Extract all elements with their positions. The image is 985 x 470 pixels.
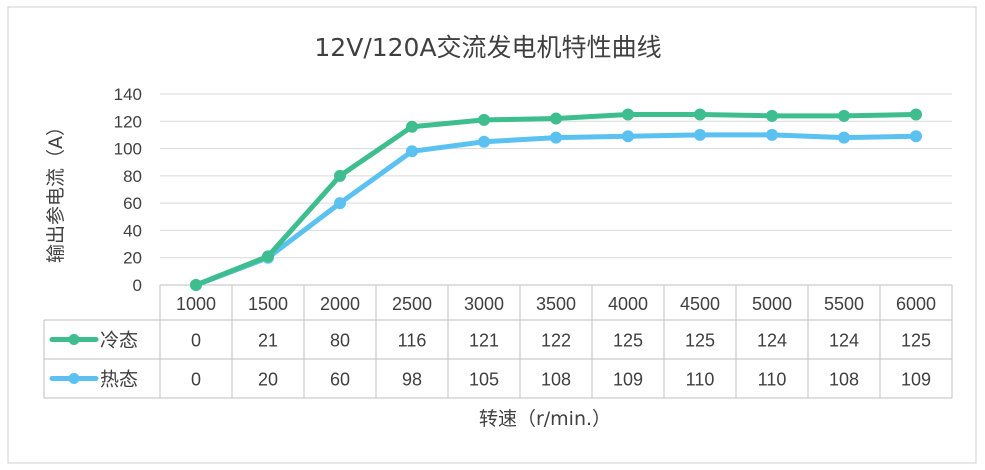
table-cell-value: 125: [685, 331, 715, 351]
data-point: [622, 108, 634, 121]
data-point: [766, 128, 778, 141]
y-tick-label: 100: [114, 140, 142, 159]
data-point: [334, 169, 346, 182]
data-point: [334, 197, 346, 210]
series-lines: [190, 108, 922, 291]
data-point: [190, 279, 202, 291]
legend-marker: [68, 334, 80, 345]
table-cell-value: 125: [901, 331, 931, 351]
x-tick-label: 1000: [176, 294, 216, 314]
table-cell-value: 125: [613, 331, 643, 351]
table-cell-value: 122: [541, 331, 571, 351]
legend-label: 冷态: [100, 330, 138, 352]
table-cell-value: 80: [330, 331, 350, 351]
x-tick-label: 4000: [608, 294, 648, 314]
x-tick-label: 3000: [464, 294, 504, 314]
table-cell-value: 0: [191, 331, 201, 351]
table-cell-value: 20: [258, 370, 278, 390]
data-table: 1000 1500 2000 2500 3000 3500 4000 4500 5000 5500…: [43, 284, 953, 399]
x-tick-label: 2000: [320, 294, 360, 314]
x-tick-label: 2500: [392, 294, 432, 314]
table-cell-value: 98: [402, 370, 422, 390]
table-cell-value: 0: [191, 370, 201, 390]
table-cell-value: 109: [613, 370, 643, 390]
data-point: [838, 109, 850, 122]
x-tick-label: 5500: [824, 294, 864, 314]
data-point: [478, 113, 490, 126]
table-cell-value: 116: [398, 331, 427, 351]
data-point: [910, 130, 922, 143]
chart-title: 12V/120A交流发电机特性曲线: [314, 33, 661, 62]
data-point: [766, 109, 778, 122]
table-cell-value: 105: [469, 370, 499, 390]
data-point: [622, 130, 634, 143]
y-axis-ticks: 0 20 40 60 80 100 120 140: [114, 85, 142, 295]
table-cell-value: 124: [829, 331, 859, 351]
y-tick-label: 20: [123, 249, 142, 268]
table-cell-value: 108: [541, 370, 571, 390]
table-cell-value: 110: [758, 370, 787, 390]
data-point: [262, 250, 274, 263]
x-axis-title: 转速（r/min.）: [479, 408, 611, 430]
y-tick-label: 0: [133, 276, 142, 295]
data-point: [478, 135, 490, 148]
legend-marker: [68, 373, 80, 384]
data-point: [910, 108, 922, 121]
table-cell-value: 124: [757, 331, 787, 351]
data-point: [406, 145, 418, 158]
y-tick-label: 120: [114, 112, 142, 131]
x-tick-label: 5000: [752, 294, 792, 314]
table-cell-value: 109: [901, 370, 931, 390]
y-tick-label: 80: [123, 167, 142, 186]
table-cell-value: 108: [829, 370, 859, 390]
data-point: [550, 131, 562, 144]
y-tick-label: 140: [114, 85, 142, 104]
x-tick-label: 1500: [248, 294, 288, 314]
x-tick-label: 6000: [896, 294, 936, 314]
x-tick-label: 4500: [680, 294, 720, 314]
y-tick-label: 60: [123, 194, 142, 213]
table-cell-value: 60: [330, 370, 350, 390]
x-tick-label: 3500: [536, 294, 576, 314]
table-cell-value: 21: [258, 331, 278, 351]
data-point: [406, 120, 418, 133]
data-point: [550, 112, 562, 125]
data-point: [694, 128, 706, 141]
table-cell-value: 121: [469, 331, 499, 351]
y-tick-label: 40: [123, 221, 142, 240]
table-cell-value: 110: [686, 370, 715, 390]
data-point: [694, 108, 706, 121]
data-point: [838, 131, 850, 144]
legend-label: 热态: [100, 369, 138, 391]
chart-border: [7, 6, 977, 464]
y-axis-title: 输出参电流（A）: [45, 117, 67, 263]
